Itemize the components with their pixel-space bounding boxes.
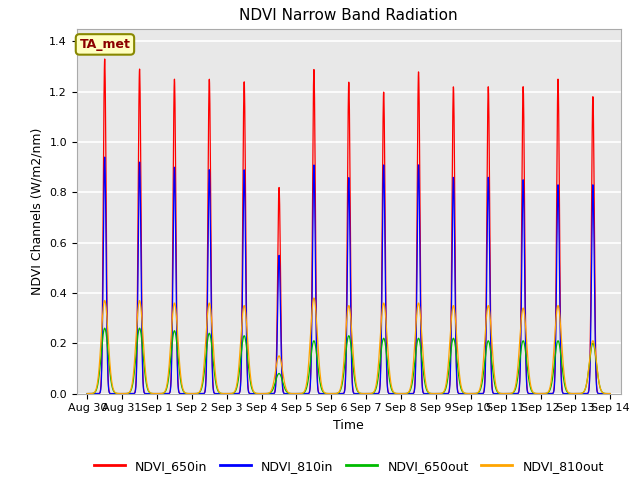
NDVI_810in [284,391,292,396]
NDVI_650out [596,385,604,391]
NDVI_650in [101,56,109,62]
NDVI_650in [540,391,548,396]
NDVI_810in [596,391,604,396]
NDVI_810in [174,384,182,390]
Text: TA_met: TA_met [79,38,131,51]
NDVI_650out [284,390,292,396]
NDVI_810out [310,295,318,301]
NDVI_810out [174,336,182,342]
NDVI_650in [174,381,182,387]
NDVI_810in [307,375,314,381]
NDVI_650in [307,369,314,374]
NDVI_810out [607,391,614,396]
NDVI_810in [143,391,151,396]
NDVI_810in [607,391,614,396]
NDVI_650out [143,384,151,390]
NDVI_810in [540,391,548,396]
NDVI_810in [83,391,91,396]
Line: NDVI_650out: NDVI_650out [87,328,611,394]
NDVI_650out [174,355,182,360]
NDVI_810out [83,391,91,396]
NDVI_650out [540,391,548,396]
NDVI_650out [101,325,109,331]
Title: NDVI Narrow Band Radiation: NDVI Narrow Band Radiation [239,9,458,24]
NDVI_810in [101,154,109,160]
NDVI_650in [607,391,614,396]
NDVI_810out [307,332,314,337]
NDVI_650in [596,391,604,396]
NDVI_810out [596,385,604,391]
NDVI_650in [83,391,91,396]
NDVI_810out [284,389,292,395]
Line: NDVI_650in: NDVI_650in [87,59,611,394]
NDVI_810out [540,391,548,396]
Legend: NDVI_650in, NDVI_810in, NDVI_650out, NDVI_810out: NDVI_650in, NDVI_810in, NDVI_650out, NDV… [89,455,609,478]
NDVI_650out [607,391,614,396]
Y-axis label: NDVI Channels (W/m2/nm): NDVI Channels (W/m2/nm) [31,128,44,295]
X-axis label: Time: Time [333,419,364,432]
NDVI_650in [143,391,151,396]
NDVI_650out [83,391,91,396]
Line: NDVI_810out: NDVI_810out [87,298,611,394]
NDVI_810out [143,381,151,386]
Line: NDVI_810in: NDVI_810in [87,157,611,394]
NDVI_650in [284,391,292,396]
NDVI_650out [307,356,314,362]
